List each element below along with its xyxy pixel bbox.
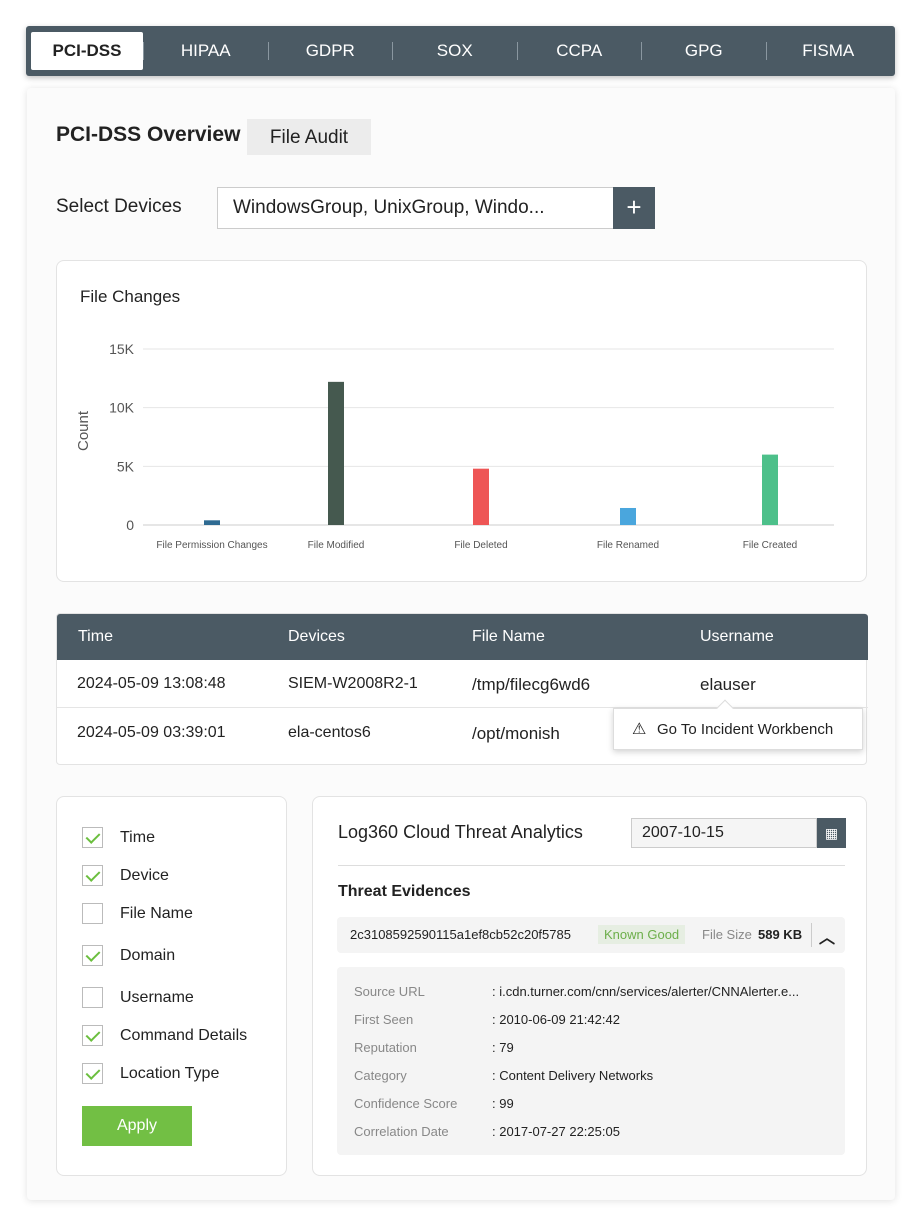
checkbox-label: Command Details bbox=[120, 1027, 248, 1044]
x-tick-label: File Renamed bbox=[597, 540, 659, 551]
checkbox-label: Device bbox=[120, 867, 169, 884]
checkbox-domain[interactable] bbox=[82, 945, 103, 966]
chevron-up-icon[interactable]: ︿ bbox=[819, 930, 836, 947]
y-axis-label: Count bbox=[75, 410, 92, 451]
checkbox-command-details[interactable] bbox=[82, 1025, 103, 1046]
col-time[interactable]: Time bbox=[78, 628, 113, 645]
file-audit-tab[interactable]: File Audit bbox=[247, 119, 371, 155]
divider bbox=[392, 42, 393, 60]
checkbox-username[interactable] bbox=[82, 987, 103, 1008]
threat-title: Log360 Cloud Threat Analytics bbox=[338, 822, 583, 842]
divider bbox=[641, 42, 642, 60]
reputation-badge: Known Good bbox=[598, 925, 686, 944]
x-tick-label: File Deleted bbox=[454, 540, 507, 551]
evidence-row[interactable]: 2c3108592590115a1ef8cb52c20f5785 Known G… bbox=[337, 917, 845, 953]
col-file-name[interactable]: File Name bbox=[472, 628, 545, 645]
page-title: PCI-DSS Overview bbox=[56, 123, 241, 146]
file-changes-panel: File Changes 0 5K 10K 15K Count File Permissi… bbox=[56, 260, 867, 582]
detail-value: : 99 bbox=[492, 1096, 514, 1111]
compliance-tabs: PCI-DSS HIPAA GDPR SOX CCPA GPG FISMA bbox=[26, 26, 895, 76]
chart-title: File Changes bbox=[80, 287, 181, 306]
divider bbox=[765, 42, 767, 60]
checkbox-file-name[interactable] bbox=[82, 903, 103, 924]
detail-value: : Content Delivery Networks bbox=[492, 1068, 654, 1083]
add-device-button[interactable]: + bbox=[613, 187, 655, 229]
checkbox-label: Location Type bbox=[120, 1065, 220, 1082]
detail-value: : 79 bbox=[492, 1040, 514, 1055]
file-hash: 2c3108592590115a1ef8cb52c20f5785 bbox=[350, 927, 571, 942]
calendar-icon[interactable]: ▦ bbox=[817, 818, 846, 848]
bar-file-permission-changes bbox=[204, 520, 220, 525]
detail-key: Category bbox=[354, 1068, 407, 1083]
detail-key: Confidence Score bbox=[354, 1096, 458, 1111]
x-tick-label: File Created bbox=[743, 540, 797, 551]
detail-value: : 2010-06-09 21:42:42 bbox=[492, 1012, 620, 1027]
tab-gdpr[interactable]: GDPR bbox=[305, 41, 355, 60]
detail-key: Source URL bbox=[354, 984, 425, 999]
cell-time: 2024-05-09 13:08:48 bbox=[77, 675, 226, 692]
table-header: Time Devices File Name Username bbox=[57, 614, 868, 660]
file-size: 589 KB bbox=[758, 927, 803, 942]
col-devices[interactable]: Devices bbox=[288, 628, 345, 645]
cell-time: 2024-05-09 03:39:01 bbox=[77, 724, 226, 741]
checkbox-label: File Name bbox=[120, 905, 193, 922]
incident-workbench-popup[interactable]: ⚠ Go To Incident Workbench bbox=[613, 699, 863, 750]
x-tick-label: File Permission Changes bbox=[156, 540, 267, 551]
cell-device: ela-centos6 bbox=[288, 724, 371, 741]
tab-ccpa[interactable]: CCPA bbox=[556, 41, 603, 60]
threat-analytics-panel: Log360 Cloud Threat Analytics 2007-10-15… bbox=[312, 796, 867, 1176]
date-input[interactable]: 2007-10-15 bbox=[631, 818, 817, 848]
divider bbox=[811, 923, 812, 947]
table-row[interactable]: 2024-05-09 03:39:01 ela-centos6 /opt/mon… bbox=[57, 709, 868, 765]
popup-label: Go To Incident Workbench bbox=[657, 721, 834, 738]
table-row[interactable]: 2024-05-09 13:08:48 SIEM-W2008R2-1 /tmp/… bbox=[57, 660, 868, 708]
threat-evidences-heading: Threat Evidences bbox=[338, 883, 471, 900]
checkbox-label: Username bbox=[120, 989, 194, 1006]
cell-device: SIEM-W2008R2-1 bbox=[288, 675, 418, 692]
detail-key: Reputation bbox=[354, 1040, 417, 1055]
checkbox-device[interactable] bbox=[82, 865, 103, 886]
y-tick-label: 15K bbox=[109, 341, 135, 357]
warning-icon: ⚠ bbox=[632, 721, 647, 738]
y-tick-label: 5K bbox=[117, 458, 135, 474]
bar-file-created bbox=[762, 454, 778, 525]
cell-file: /opt/monish bbox=[472, 724, 560, 743]
detail-key: First Seen bbox=[354, 1012, 414, 1027]
bar-file-modified bbox=[328, 381, 344, 525]
tab-sox[interactable]: SOX bbox=[436, 41, 473, 60]
checkbox-time[interactable] bbox=[82, 827, 103, 848]
apply-button[interactable]: Apply bbox=[82, 1106, 192, 1146]
bar-file-renamed bbox=[620, 507, 636, 525]
checkbox-label: Domain bbox=[120, 947, 176, 964]
col-username[interactable]: Username bbox=[700, 628, 774, 645]
events-table: Time Devices File Name Username 2024-05-… bbox=[56, 613, 868, 765]
bar-file-deleted bbox=[473, 468, 489, 525]
divider bbox=[143, 42, 144, 60]
divider bbox=[516, 42, 518, 60]
cell-user: elauser bbox=[700, 675, 756, 694]
select-devices-label: Select Devices bbox=[56, 196, 182, 217]
devices-input[interactable]: WindowsGroup, UnixGroup, Windo... bbox=[217, 187, 614, 229]
detail-value: : 2017-07-27 22:25:05 bbox=[492, 1124, 620, 1139]
tab-gpg[interactable]: GPG bbox=[684, 41, 723, 60]
cell-file: /tmp/filecg6wd6 bbox=[472, 675, 591, 694]
checkbox-location-type[interactable] bbox=[82, 1063, 103, 1084]
detail-value: : i.cdn.turner.com/cnn/services/alerter/… bbox=[492, 984, 800, 999]
x-tick-label: File Modified bbox=[308, 540, 365, 551]
file-changes-chart: 0 5K 10K 15K Count File Permission Changes Fil… bbox=[75, 341, 834, 551]
columns-panel: Time Device File Name Domain Username Command… bbox=[56, 796, 287, 1176]
y-tick-label: 10K bbox=[109, 400, 135, 416]
tab-fisma[interactable]: FISMA bbox=[802, 41, 855, 60]
evidence-details: Source URL : i.cdn.turner.com/cnn/service… bbox=[337, 967, 845, 1155]
y-tick-label: 0 bbox=[126, 517, 134, 533]
tab-pci-dss[interactable]: PCI-DSS bbox=[31, 32, 143, 70]
file-size-label: File Size bbox=[702, 927, 752, 942]
divider bbox=[338, 865, 845, 866]
tab-hipaa[interactable]: HIPAA bbox=[180, 41, 231, 60]
detail-key: Correlation Date bbox=[354, 1124, 449, 1139]
checkbox-label: Time bbox=[120, 829, 155, 846]
divider bbox=[267, 42, 269, 60]
